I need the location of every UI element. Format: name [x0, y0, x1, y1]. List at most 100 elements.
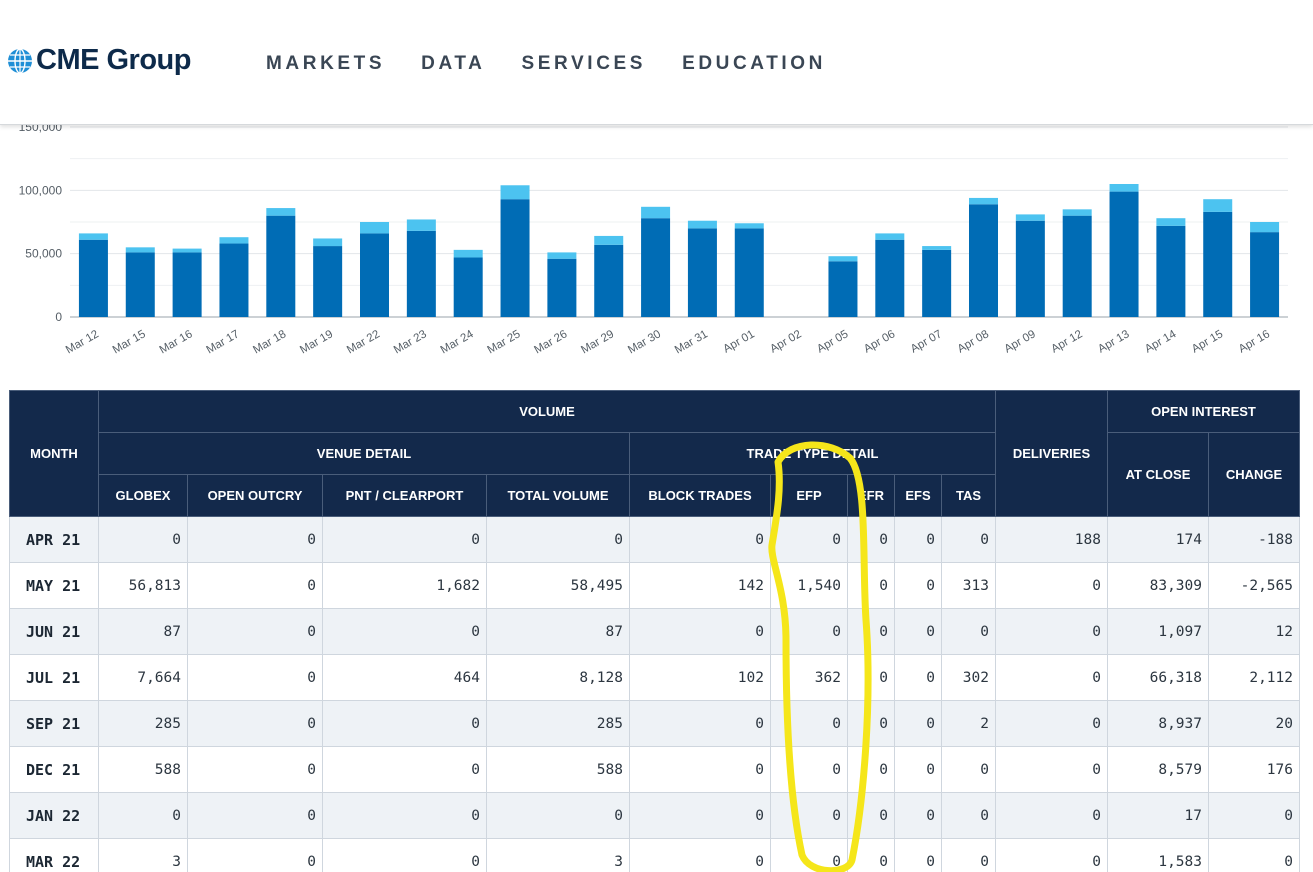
header-deliveries[interactable]: DELIVERIES: [995, 390, 1108, 517]
table-cell: 0: [322, 608, 487, 655]
bar-segment-secondary[interactable]: [594, 235, 624, 245]
table-cell: 0: [995, 562, 1108, 609]
bar-segment-primary[interactable]: [313, 246, 343, 317]
bar-segment-secondary[interactable]: [828, 256, 858, 262]
table-cell: 588: [98, 746, 188, 793]
bar-segment-primary[interactable]: [1156, 225, 1186, 317]
nav-data[interactable]: DATA: [421, 53, 486, 74]
bar-segment-secondary[interactable]: [922, 246, 952, 250]
table-cell: 0: [995, 654, 1108, 701]
header-open-outcry[interactable]: OPEN OUTCRY: [187, 474, 323, 517]
header-pnt-clearport[interactable]: PNT / CLEARPORT: [322, 474, 487, 517]
bar-segment-primary[interactable]: [453, 257, 483, 317]
x-tick-label: Mar 17: [204, 328, 241, 356]
bar-segment-secondary[interactable]: [78, 233, 108, 240]
table-cell: 362: [770, 654, 848, 701]
bar-segment-secondary[interactable]: [453, 249, 483, 258]
bar-segment-primary[interactable]: [406, 230, 436, 317]
table-cell: 0: [894, 700, 942, 747]
bar-segment-primary[interactable]: [78, 239, 108, 317]
table-cell: 0: [995, 792, 1108, 839]
cell-month: JUN 21: [9, 608, 99, 655]
bar-segment-secondary[interactable]: [734, 223, 764, 229]
bar-segment-primary[interactable]: [969, 204, 998, 317]
table-cell: 0: [322, 792, 487, 839]
bar-segment-secondary[interactable]: [641, 206, 671, 219]
table-cell: 87: [98, 608, 188, 655]
header-at-close[interactable]: AT CLOSE: [1107, 432, 1209, 517]
header-efr[interactable]: EFR: [847, 474, 895, 517]
bar-segment-secondary[interactable]: [1015, 214, 1045, 221]
bar-segment-primary[interactable]: [547, 258, 577, 317]
bar-segment-secondary[interactable]: [1109, 184, 1139, 192]
cell-month: MAY 21: [9, 562, 99, 609]
x-tick-label: Apr 13: [1096, 328, 1131, 355]
header-efp[interactable]: EFP: [770, 474, 848, 517]
table-cell: 285: [486, 700, 630, 747]
table-cell: 0: [98, 792, 188, 839]
bar-segment-secondary[interactable]: [875, 233, 905, 240]
bar-segment-secondary[interactable]: [1156, 218, 1186, 226]
bar-segment-secondary[interactable]: [266, 208, 296, 216]
bar-segment-secondary[interactable]: [1250, 222, 1280, 233]
table-cell: 0: [629, 608, 771, 655]
table-cell: 0: [941, 516, 996, 563]
x-tick-label: Mar 12: [64, 328, 101, 356]
bar-segment-primary[interactable]: [922, 249, 952, 317]
table-body: APR 21 0 0 0 0 0 0 0 0 0 188 174 -188 MAY 21 56,813 0 1,…: [9, 516, 1300, 872]
header-total-volume[interactable]: TOTAL VOLUME: [486, 474, 630, 517]
header-block-trades[interactable]: BLOCK TRADES: [629, 474, 771, 517]
bar-segment-primary[interactable]: [1250, 232, 1280, 317]
bar-segment-secondary[interactable]: [360, 222, 389, 234]
header-month[interactable]: MONTH: [9, 390, 99, 517]
cme-logo[interactable]: CME Group: [7, 44, 192, 77]
table-cell: 174: [1107, 516, 1209, 563]
bar-segment-primary[interactable]: [500, 199, 530, 317]
bar-segment-primary[interactable]: [594, 244, 624, 317]
table-cell: 0: [322, 700, 487, 747]
bar-segment-primary[interactable]: [360, 233, 389, 317]
nav-education[interactable]: EDUCATION: [682, 53, 826, 74]
table-cell: 0: [629, 746, 771, 793]
bar-segment-primary[interactable]: [828, 261, 858, 317]
table-row: JUL 21 7,664 0 464 8,128 102 362 0 0 302 0 66,318 2,…: [9, 654, 1300, 701]
bar-segment-secondary[interactable]: [687, 220, 717, 229]
bar-segment-primary[interactable]: [172, 252, 202, 317]
table-cell: 142: [629, 562, 771, 609]
table-cell: 66,318: [1107, 654, 1209, 701]
bar-segment-secondary[interactable]: [219, 237, 249, 244]
nav-markets[interactable]: MARKETS: [266, 53, 386, 74]
bar-segment-primary[interactable]: [1062, 215, 1092, 317]
bar-segment-primary[interactable]: [1015, 220, 1045, 317]
table-cell: 0: [995, 746, 1108, 793]
bar-segment-secondary[interactable]: [969, 197, 998, 205]
header-trade-type-detail: TRADE TYPE DETAIL: [629, 432, 996, 475]
bar-segment-primary[interactable]: [219, 243, 249, 317]
bar-segment-secondary[interactable]: [500, 185, 530, 200]
bar-segment-primary[interactable]: [1109, 191, 1139, 317]
header-globex[interactable]: GLOBEX: [98, 474, 188, 517]
bar-segment-primary[interactable]: [1203, 211, 1233, 317]
y-tick-label: 0: [55, 310, 62, 324]
bar-segment-primary[interactable]: [125, 252, 155, 317]
nav-services[interactable]: SERVICES: [521, 53, 647, 74]
bar-segment-secondary[interactable]: [172, 248, 202, 253]
bar-segment-secondary[interactable]: [313, 238, 343, 247]
bar-segment-primary[interactable]: [734, 228, 764, 317]
bar-segment-secondary[interactable]: [406, 219, 436, 231]
bar-segment-secondary[interactable]: [547, 252, 577, 259]
table-cell: 0: [847, 562, 895, 609]
bar-segment-secondary[interactable]: [125, 247, 155, 253]
bar-segment-primary[interactable]: [687, 228, 717, 317]
header-change[interactable]: CHANGE: [1208, 432, 1300, 517]
bar-segment-primary[interactable]: [875, 239, 905, 317]
cell-month: JUL 21: [9, 654, 99, 701]
bar-segment-secondary[interactable]: [1062, 209, 1092, 216]
table-cell: 0: [629, 700, 771, 747]
header-tas[interactable]: TAS: [941, 474, 996, 517]
bar-segment-secondary[interactable]: [1203, 199, 1233, 212]
x-tick-label: Apr 02: [768, 328, 803, 355]
header-efs[interactable]: EFS: [894, 474, 942, 517]
bar-segment-primary[interactable]: [266, 215, 296, 317]
bar-segment-primary[interactable]: [641, 218, 671, 317]
